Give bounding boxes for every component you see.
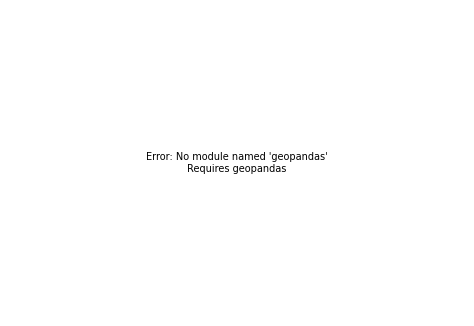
Text: Error: No module named 'geopandas'
Requires geopandas: Error: No module named 'geopandas' Requi…: [146, 152, 328, 174]
